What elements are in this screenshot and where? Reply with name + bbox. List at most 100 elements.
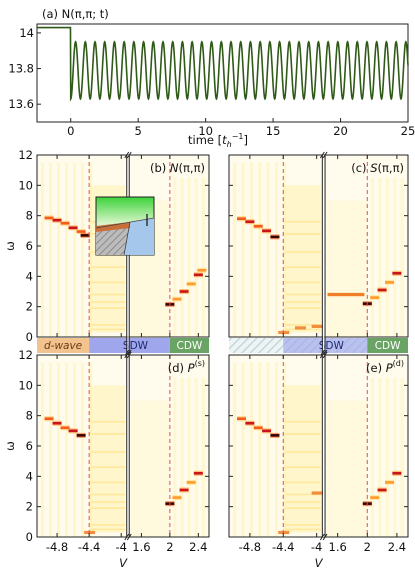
heatmap-streak <box>283 324 321 326</box>
heatmap-column <box>81 162 85 337</box>
heatmap-column <box>73 362 77 537</box>
heatmap-streak <box>89 507 126 509</box>
heatmap-streak <box>89 293 126 296</box>
heatmap-x-tick-label: 1.6 <box>329 540 347 554</box>
heatmap-streak <box>283 433 321 435</box>
panel-b-inset <box>95 196 155 256</box>
heatmap-peak <box>237 217 247 220</box>
heatmap-sdw-peak <box>311 324 323 328</box>
panel-a-y-tick-label: 13.8 <box>8 62 34 76</box>
heatmap-peak <box>193 273 203 277</box>
heatmap-sdw-peak <box>311 491 323 495</box>
phase-label-dwave: d-wave <box>44 340 82 352</box>
heatmap-column <box>194 177 198 337</box>
heatmap-column <box>266 162 270 337</box>
inset-boundary-line <box>95 217 155 229</box>
heatmap-streak <box>283 293 321 296</box>
heatmap-column <box>49 362 53 537</box>
heatmap-streak <box>89 528 126 531</box>
heatmap-sdw-continuum-right <box>130 400 170 537</box>
heatmap-panel-label: (d) P(s) <box>168 359 205 375</box>
heatmap-streak <box>283 507 321 509</box>
heatmap-column <box>370 177 374 337</box>
axis-break-mark <box>124 533 132 541</box>
heatmap-x-tick-label: 1.6 <box>132 540 150 554</box>
heatmap-peak <box>262 429 272 433</box>
heatmap-column <box>378 377 382 537</box>
phase-band-cdw <box>169 338 209 353</box>
heatmap-streak <box>283 420 321 423</box>
heatmap-y-tick-label: 0 <box>26 530 33 544</box>
heatmap-streak <box>89 501 126 503</box>
heatmap-column <box>385 377 389 537</box>
heatmap-streak <box>283 301 321 303</box>
heatmap-streak <box>89 451 126 453</box>
panel-a-x-tick-label: 10 <box>198 124 213 138</box>
heatmap-peak <box>245 421 255 425</box>
heatmap-streak <box>283 524 321 526</box>
heatmap-peak <box>262 229 272 233</box>
heatmap-streak <box>89 307 126 309</box>
heatmap-panel-e: -4.8 -4.4 -4 1.6 2 2.4 V (e) P(d) <box>228 351 409 570</box>
heatmap-column <box>173 377 177 537</box>
heatmap-column <box>81 362 85 537</box>
panel-a-title: (a) N(π,π; t) <box>42 7 109 21</box>
axis-break-mark <box>319 151 328 159</box>
heatmap-x-tick-label: -4.4 <box>272 540 294 554</box>
heatmap-peak <box>68 226 78 230</box>
heatmap-peak <box>52 421 62 425</box>
phase-band-cdw <box>367 338 408 353</box>
heatmap-column <box>41 362 45 537</box>
heatmap-column <box>283 162 287 337</box>
heatmap-column <box>65 162 69 337</box>
heatmap-streak <box>89 493 126 496</box>
heatmap-peak <box>172 297 182 301</box>
heatmap-panel-d: 0 2 4 6 8 10 12 ω -4.8 -4.4 -4 1.6 2 2.4 V (d) P(s) <box>3 348 210 570</box>
heatmap-peak <box>44 417 54 420</box>
heatmap-peak <box>172 496 182 499</box>
heatmap-y-tick-label: 12 <box>18 148 33 162</box>
heatmap-y-axis-label: ω <box>3 441 17 451</box>
axis-break-mark <box>319 533 328 541</box>
heatmap-sdw-peak <box>294 326 306 330</box>
phase-band-dwave <box>37 338 90 353</box>
heatmap-column <box>201 377 205 537</box>
heatmap-streak <box>283 528 321 531</box>
heatmap-column <box>249 162 253 337</box>
panel-a-x-tick-label: 5 <box>135 124 142 138</box>
panel-a-x-tick-label: 25 <box>401 124 415 138</box>
heatmap-column <box>249 362 253 537</box>
heatmap-x-axis-label: V <box>315 556 324 570</box>
heatmap-streak <box>89 328 126 331</box>
heatmap-peak <box>60 426 70 430</box>
heatmap-peak <box>193 472 203 475</box>
heatmap-peak <box>245 220 255 224</box>
heatmap-peak <box>392 272 402 275</box>
heatmap-streak <box>89 420 126 423</box>
heatmap-x-tick-label: -4.8 <box>46 540 68 554</box>
heatmap-y-tick-label: 2 <box>26 300 33 314</box>
heatmap-streak <box>283 233 321 235</box>
heatmap-x-tick-label: -4 <box>311 540 322 554</box>
axis-break-mark <box>319 351 328 359</box>
heatmap-column <box>201 177 205 337</box>
heatmap-streak <box>283 493 321 496</box>
heatmap-column <box>378 177 382 337</box>
heatmap-peak <box>76 434 86 437</box>
heatmap-column <box>180 377 184 537</box>
heatmap-column <box>400 377 404 537</box>
heatmap-column <box>258 162 262 337</box>
heatmap-column <box>400 177 404 337</box>
heatmap-y-tick-label: 8 <box>26 209 33 223</box>
axis-break-gap <box>323 155 325 353</box>
heatmap-sdw-peak <box>327 292 365 297</box>
heatmap-column <box>385 177 389 337</box>
heatmap-y-tick-label: 10 <box>18 178 33 192</box>
panel-a-x-label: time [th−1] <box>188 132 248 149</box>
heatmap-x-tick-label: 2.4 <box>388 540 406 554</box>
heatmap-column <box>258 362 262 537</box>
inset-hatched-region <box>96 224 130 255</box>
axis-break-gap <box>127 355 129 537</box>
